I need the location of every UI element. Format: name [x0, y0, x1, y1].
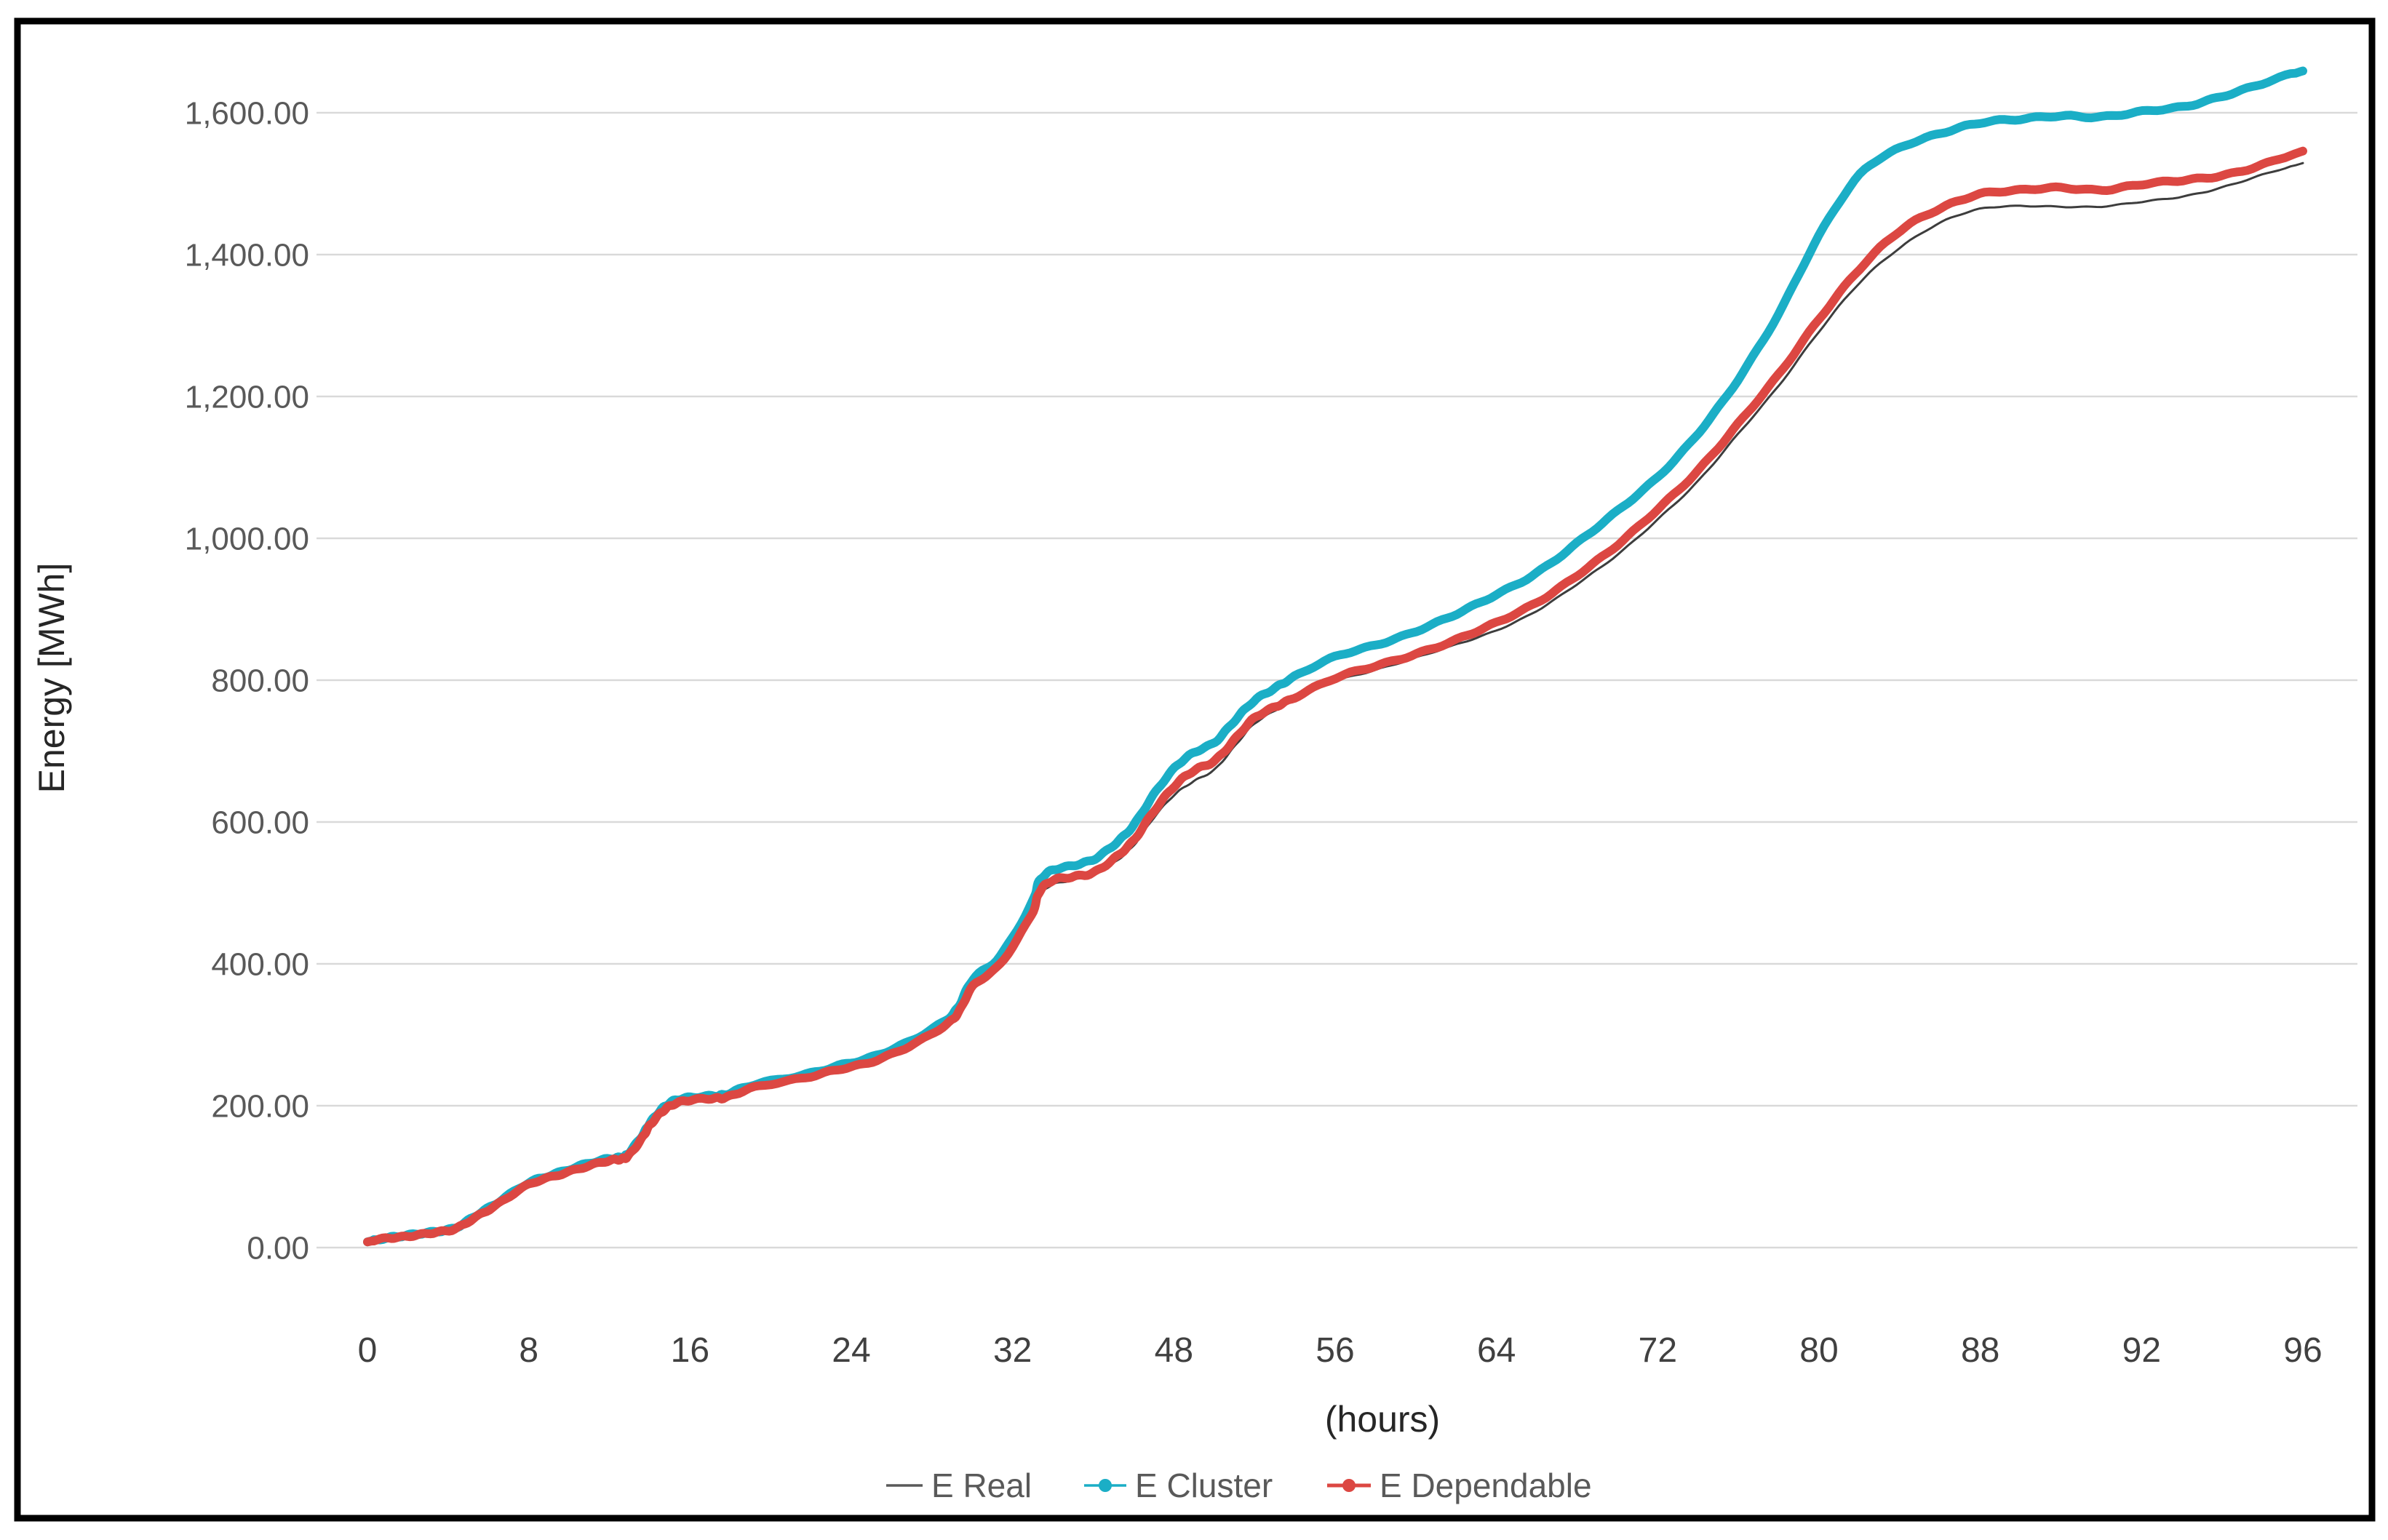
series-line-e-dependable — [363, 146, 2307, 1247]
x-axis-title: (hours) — [1325, 1399, 1440, 1440]
legend-label: E Cluster — [1135, 1467, 1273, 1504]
x-tick-label: 72 — [1639, 1331, 1677, 1370]
x-tick-label: 56 — [1316, 1331, 1354, 1370]
x-axis-tick-labels: 0 8 16 24 32 48 56 64 72 80 88 92 96 — [358, 1331, 2323, 1370]
y-tick-label: 1,000.00 — [185, 521, 309, 556]
x-tick-label: 80 — [1799, 1331, 1838, 1370]
series-group — [363, 66, 2307, 1247]
legend-marker-dot — [1342, 1479, 1356, 1492]
y-axis-tick-labels: 0.00 200.00 400.00 600.00 800.00 1,000.00 1,20… — [185, 95, 309, 1266]
x-tick-label: 8 — [519, 1331, 538, 1370]
x-tick-label: 16 — [671, 1331, 709, 1370]
y-tick-label: 600.00 — [211, 805, 309, 840]
legend-label: E Real — [931, 1467, 1032, 1504]
x-tick-label: 92 — [2122, 1331, 2161, 1370]
legend-group: E Real E Cluster E Dependable — [886, 1467, 1592, 1504]
legend-marker-dot — [1099, 1479, 1112, 1492]
y-tick-label: 800.00 — [211, 663, 309, 698]
x-tick-label: 32 — [993, 1331, 1032, 1370]
x-tick-label: 64 — [1477, 1331, 1516, 1370]
y-tick-label: 1,200.00 — [185, 379, 309, 415]
chart-outer-border — [14, 17, 2376, 1522]
legend-item-e-real: E Real — [886, 1467, 1032, 1504]
y-tick-label: 400.00 — [211, 946, 309, 982]
y-axis-title: Energy [MWh] — [31, 563, 72, 794]
x-tick-label: 48 — [1155, 1331, 1193, 1370]
legend-item-e-cluster: E Cluster — [1084, 1467, 1273, 1504]
legend-item-e-dependable: E Dependable — [1327, 1467, 1592, 1504]
x-tick-label: 0 — [358, 1331, 378, 1370]
gridlines-group — [317, 111, 2357, 1249]
y-tick-label: 1,400.00 — [185, 237, 309, 273]
legend-label: E Dependable — [1380, 1467, 1592, 1504]
x-tick-label: 24 — [832, 1331, 870, 1370]
y-tick-label: 0.00 — [247, 1230, 309, 1266]
x-tick-label: 96 — [2283, 1331, 2322, 1370]
y-tick-label: 200.00 — [211, 1088, 309, 1124]
x-tick-label: 88 — [1961, 1331, 1999, 1370]
y-tick-label: 1,600.00 — [185, 95, 309, 131]
